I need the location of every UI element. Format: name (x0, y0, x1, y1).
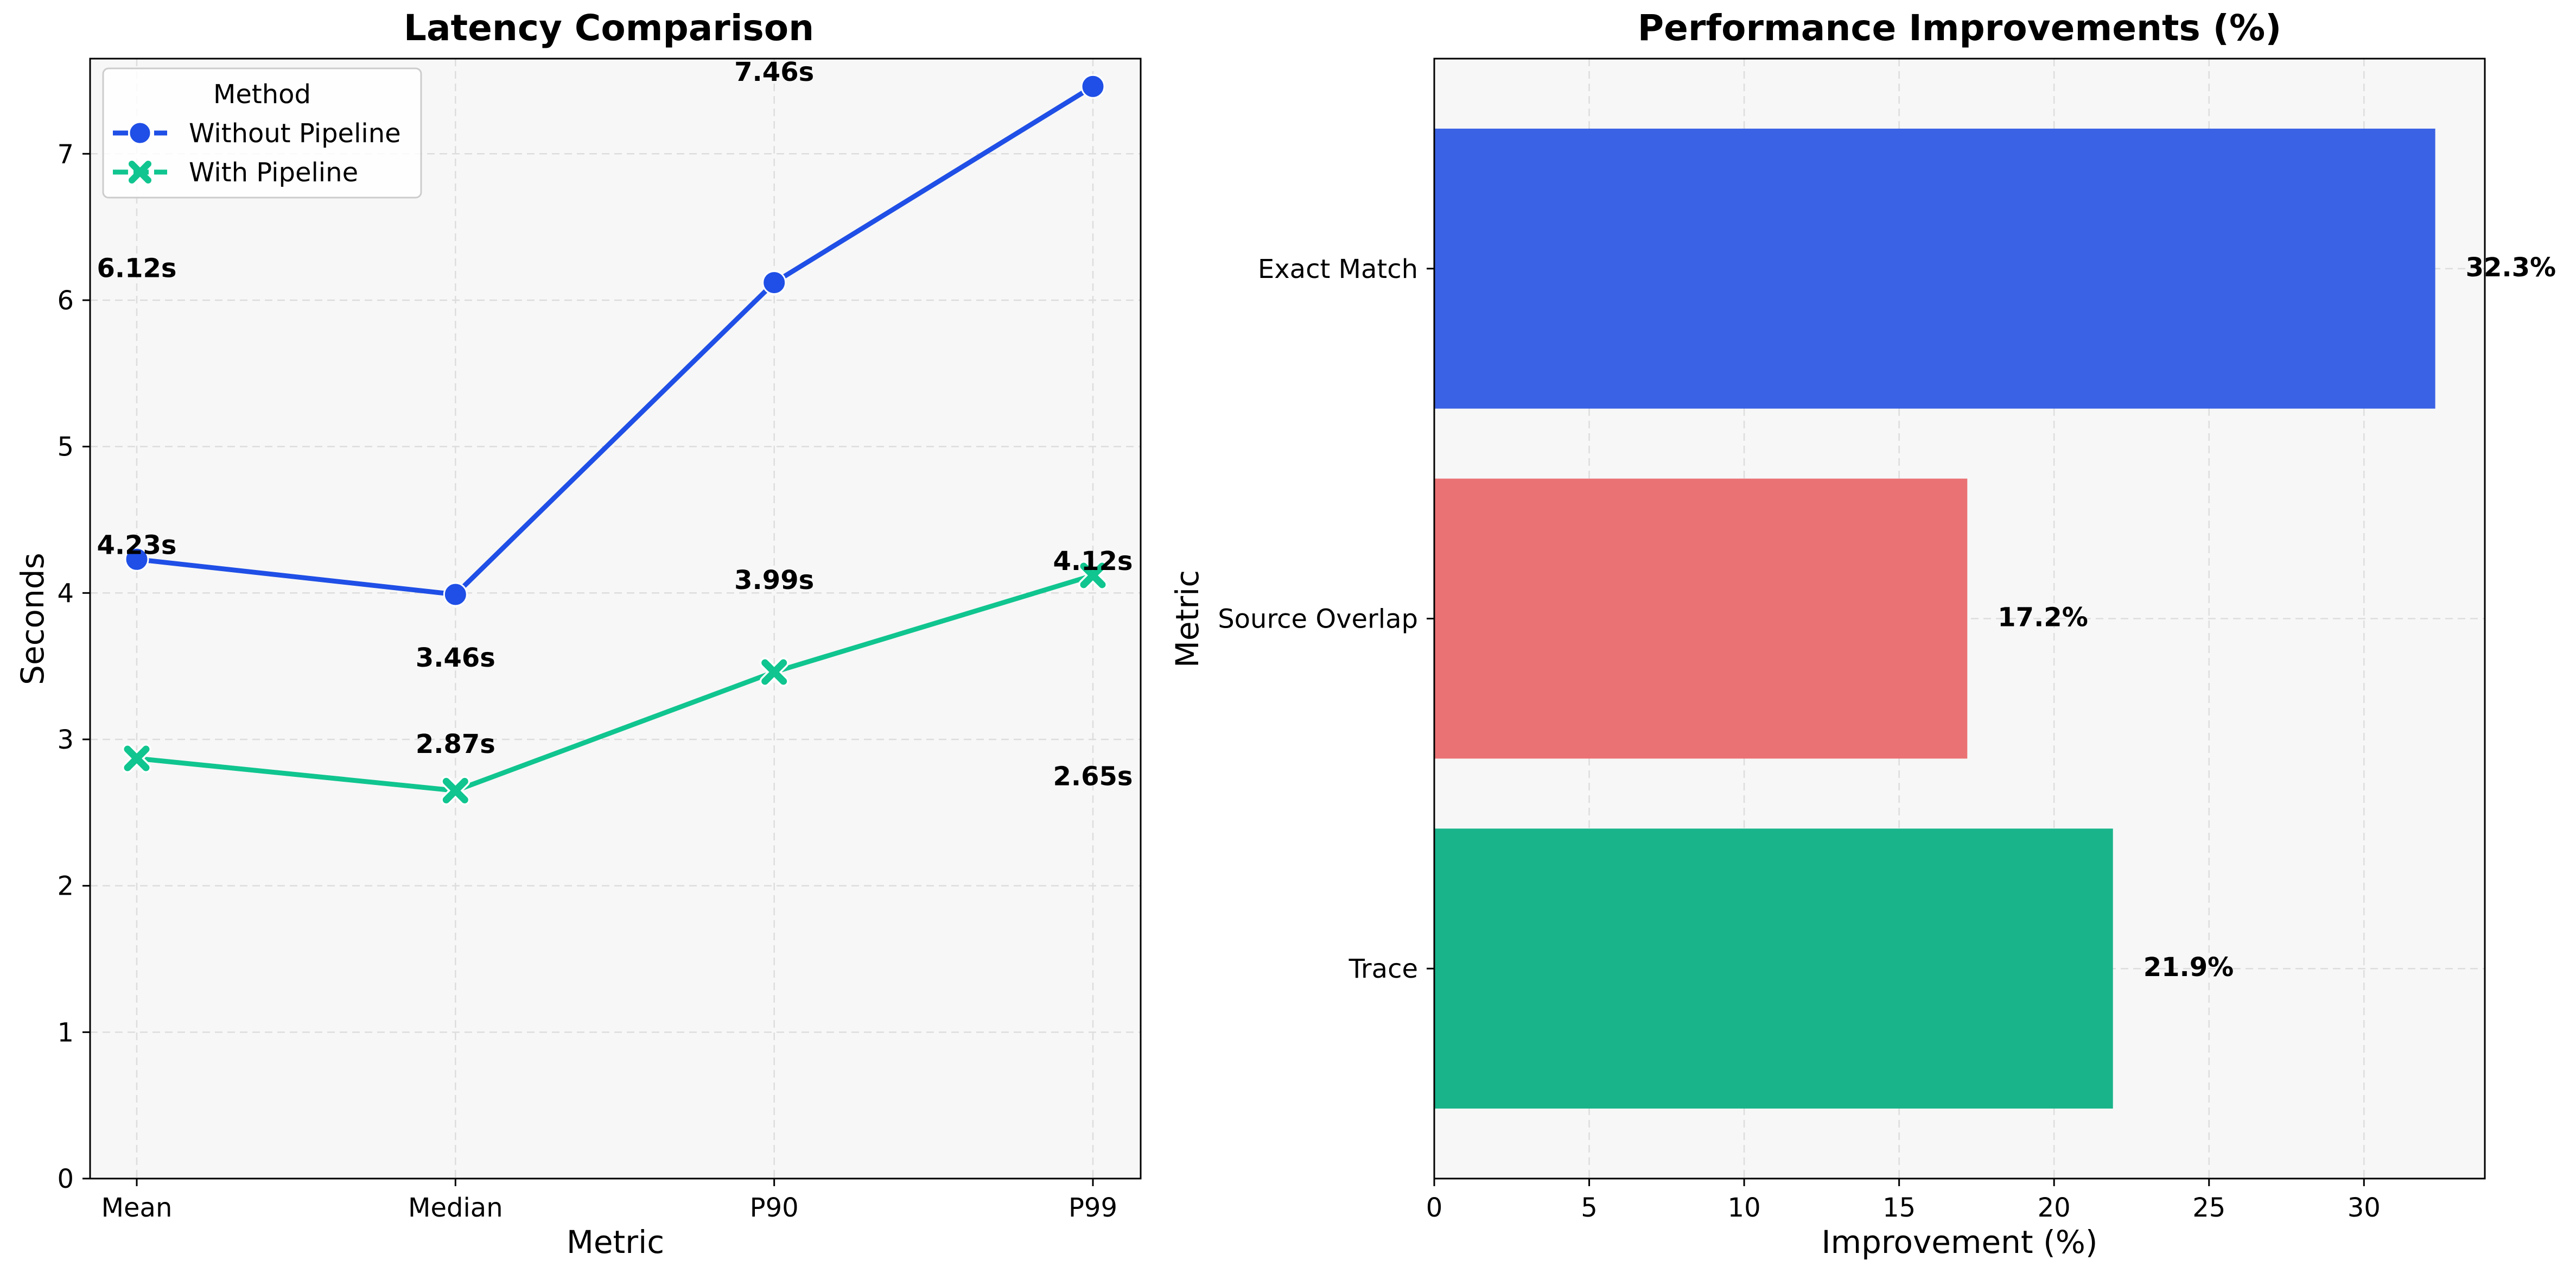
improvements-chart-title: Performance Improvements (%) (1638, 7, 2282, 49)
value-label: 2.65s (1053, 761, 1133, 792)
improvements-x-tick-label: 0 (1426, 1193, 1443, 1223)
improvements-x-axis-label: Improvement (%) (1822, 1224, 2098, 1261)
improvements-x-ticks: 0 5 10 15 20 25 30 (1426, 1179, 2381, 1223)
bar-trace (1434, 828, 2113, 1109)
latency-x-tick-label: Median (408, 1193, 503, 1223)
bar-source-overlap (1434, 478, 1968, 759)
latency-x-axis-label: Metric (567, 1224, 664, 1261)
legend-without-marker (128, 121, 152, 145)
improvements-x-tick-label: 15 (1882, 1193, 1916, 1223)
legend-box (102, 67, 422, 199)
latency-x-ticks: Mean Median P90 P99 (101, 1179, 1117, 1223)
improvements-value-labels: 32.3% 17.2% 21.9% (1998, 252, 2556, 983)
marker-stroke (761, 659, 787, 685)
latency-series (122, 74, 1108, 806)
bar-value-label: 21.9% (2144, 952, 2234, 983)
value-label: 6.12s (97, 254, 177, 284)
data-point-with-pipeline (122, 744, 151, 774)
legend: Method Without Pipeline With Pipeline (102, 67, 422, 199)
data-point-with-pipeline (441, 776, 470, 806)
value-label: 4.23s (97, 530, 177, 560)
improvements-x-tick-label: 10 (1728, 1193, 1761, 1223)
improvements-x-tick-label: 20 (2038, 1193, 2071, 1223)
latency-x-tick-label: P90 (750, 1193, 799, 1223)
latency-plot-frame (89, 58, 1142, 1180)
improvements-y-tick-label: Exact Match (1258, 254, 1418, 284)
data-point-without-pipeline (124, 547, 149, 572)
data-point-with-pipeline (1078, 560, 1108, 590)
value-label: 7.46s (734, 57, 814, 87)
latency-y-tick-label: 3 (57, 725, 74, 755)
improvements-y-tick-label: Trace (1349, 954, 1418, 984)
marker-stroke (442, 777, 468, 803)
latency-comparison-chart: Latency Comparison 6.12s 4.23s 3.46s 2.87s 7… (14, 7, 1142, 1261)
latency-value-labels: 6.12s 4.23s 3.46s 2.87s 7.46s 3.99s 4.12s 2.65s (97, 57, 1133, 792)
improvements-y-ticks: Exact Match Source Overlap Trace (1218, 254, 1434, 984)
latency-grid (90, 59, 1141, 1180)
improvements-x-tick-label: 5 (1581, 1193, 1598, 1223)
improvements-bars (1434, 128, 2435, 1109)
latency-y-tick-label: 6 (57, 286, 74, 316)
data-point-without-pipeline (443, 582, 468, 607)
legend-with-marker (129, 161, 151, 183)
legend-without-label: Without Pipeline (189, 118, 401, 149)
latency-y-ticks: 0 1 2 3 4 5 6 7 (57, 139, 90, 1194)
data-point-without-pipeline (762, 270, 787, 295)
latency-y-tick-label: 5 (57, 432, 74, 463)
value-label: 3.46s (416, 643, 495, 673)
improvements-y-tick-label: Source Overlap (1218, 604, 1418, 635)
bar-value-label: 32.3% (2466, 252, 2556, 283)
value-label: 2.87s (416, 729, 495, 759)
legend-with-label: With Pipeline (189, 157, 358, 188)
latency-y-tick-label: 2 (57, 871, 74, 902)
latency-y-tick-label: 1 (57, 1017, 74, 1048)
latency-x-tick-label: Mean (101, 1193, 173, 1223)
latency-x-tick-label: P99 (1068, 1193, 1117, 1223)
legend-title: Method (213, 79, 311, 110)
marker-stroke (1080, 562, 1106, 588)
marker-stroke (124, 745, 150, 771)
improvements-y-axis-label: Metric (1169, 570, 1206, 668)
latency-y-tick-label: 4 (57, 578, 74, 609)
bar-value-label: 17.2% (1998, 603, 2088, 633)
bar-exact-match (1434, 128, 2435, 409)
series-line-without-pipeline (136, 84, 1095, 597)
data-point-with-pipeline (759, 657, 789, 687)
latency-y-axis-label: Seconds (14, 553, 51, 685)
performance-improvements-chart: Performance Improvements (%) 32.3% 17.2% 2… (1169, 7, 2556, 1261)
latency-chart-title: Latency Comparison (404, 7, 814, 49)
latency-y-tick-label: 0 (57, 1164, 74, 1194)
value-label: 4.12s (1053, 546, 1133, 577)
series-line-with-pipeline (136, 573, 1094, 793)
improvements-x-tick-label: 30 (2348, 1193, 2381, 1223)
value-label: 3.99s (734, 565, 814, 596)
improvements-x-tick-label: 25 (2192, 1193, 2225, 1223)
latency-y-tick-label: 7 (57, 139, 74, 169)
latency-plot-area (90, 59, 1141, 1179)
data-point-without-pipeline (1080, 74, 1105, 99)
